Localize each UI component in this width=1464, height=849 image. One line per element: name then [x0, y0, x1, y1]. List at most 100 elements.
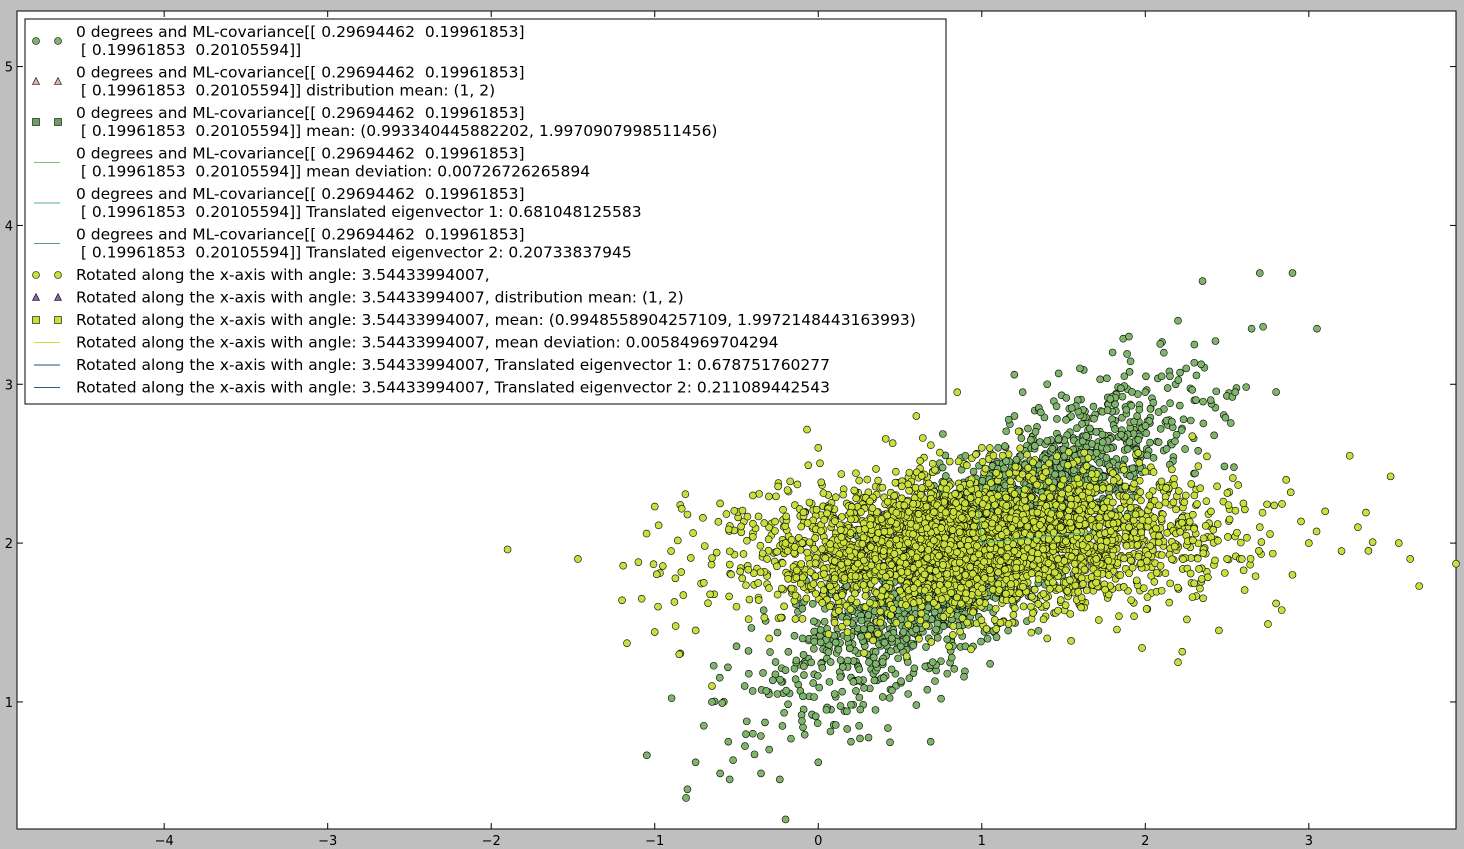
- data-point: [1117, 384, 1125, 393]
- data-point: [1121, 482, 1130, 491]
- data-point: [677, 568, 686, 576]
- data-point: [790, 543, 799, 551]
- data-point: [1176, 368, 1184, 377]
- data-point: [831, 638, 840, 647]
- data-point: [798, 717, 806, 725]
- data-point: [888, 686, 896, 695]
- data-point: [916, 616, 925, 625]
- data-point: [986, 659, 994, 668]
- data-point: [846, 605, 855, 614]
- data-point: [729, 756, 737, 764]
- data-point: [932, 625, 940, 634]
- data-point: [1103, 374, 1111, 383]
- data-point: [992, 633, 1001, 642]
- data-point: [798, 604, 807, 613]
- data-point: [891, 467, 900, 476]
- data-point: [1024, 464, 1032, 472]
- data-point: [809, 679, 818, 687]
- data-point: [1019, 602, 1028, 611]
- data-point: [773, 628, 782, 637]
- data-point: [924, 594, 933, 603]
- data-point: [781, 666, 790, 674]
- data-point: [1224, 533, 1232, 541]
- data-point: [820, 516, 829, 524]
- data-point: [1162, 445, 1171, 453]
- data-point: [894, 654, 902, 663]
- data-point: [1143, 451, 1151, 460]
- data-point: [1004, 620, 1013, 628]
- data-point: [742, 730, 750, 738]
- data-point: [1272, 388, 1280, 396]
- data-point: [1012, 455, 1021, 464]
- data-point: [1054, 369, 1063, 378]
- data-point: [799, 508, 808, 517]
- data-point: [1056, 596, 1065, 604]
- data-point: [1031, 427, 1040, 436]
- data-point: [819, 489, 828, 497]
- data-point: [773, 590, 782, 599]
- data-point: [1181, 445, 1189, 453]
- data-point: [1213, 482, 1221, 491]
- data-point: [1202, 497, 1211, 505]
- data-point: [1234, 481, 1242, 489]
- data-point: [1089, 402, 1098, 411]
- data-point: [1098, 438, 1107, 446]
- data-point: [1190, 524, 1198, 533]
- data-point: [1126, 472, 1134, 480]
- data-point: [1108, 348, 1117, 357]
- data-point: [772, 492, 780, 501]
- data-point: [899, 628, 908, 636]
- data-point: [1136, 488, 1145, 496]
- data-point: [1196, 484, 1205, 493]
- data-point: [1213, 520, 1222, 528]
- data-point: [849, 678, 858, 686]
- data-point: [922, 502, 931, 511]
- data-point: [878, 658, 887, 666]
- data-point: [1270, 501, 1278, 510]
- data-point: [1011, 604, 1019, 612]
- data-point: [969, 467, 978, 476]
- data-point: [1092, 449, 1101, 457]
- data-point: [1109, 469, 1117, 477]
- data-point: [1036, 408, 1045, 417]
- data-point: [1046, 493, 1054, 501]
- data-point: [1099, 484, 1107, 492]
- data-point: [1095, 616, 1103, 624]
- data-point: [1172, 430, 1181, 439]
- data-point: [876, 607, 885, 616]
- data-point: [811, 712, 820, 721]
- data-point: [830, 690, 839, 698]
- data-point: [1186, 416, 1195, 425]
- data-point: [1239, 566, 1248, 575]
- data-point: [856, 705, 865, 714]
- data-point: [682, 794, 690, 802]
- data-point: [737, 522, 745, 531]
- data-point: [810, 627, 818, 636]
- data-point: [1225, 515, 1234, 524]
- data-point: [1221, 413, 1230, 422]
- data-point: [810, 644, 818, 653]
- data-point: [776, 675, 784, 684]
- data-point: [978, 477, 987, 485]
- data-point: [864, 733, 873, 742]
- data-point: [1031, 442, 1039, 450]
- data-point: [773, 547, 781, 556]
- data-point: [942, 485, 951, 493]
- data-point: [926, 441, 935, 450]
- data-point: [1156, 340, 1165, 348]
- data-point: [1082, 432, 1091, 440]
- data-point: [1001, 442, 1009, 450]
- data-point: [847, 737, 855, 746]
- data-point: [736, 567, 744, 576]
- data-point: [750, 750, 759, 759]
- data-point: [1199, 397, 1207, 406]
- data-point: [826, 602, 834, 611]
- data-point: [1171, 437, 1179, 445]
- data-point: [1128, 464, 1137, 473]
- data-point: [714, 518, 723, 526]
- data-point: [933, 633, 942, 642]
- data-point: [1010, 370, 1019, 379]
- data-point: [1082, 586, 1091, 595]
- data-point: [836, 673, 845, 681]
- data-point: [808, 600, 817, 608]
